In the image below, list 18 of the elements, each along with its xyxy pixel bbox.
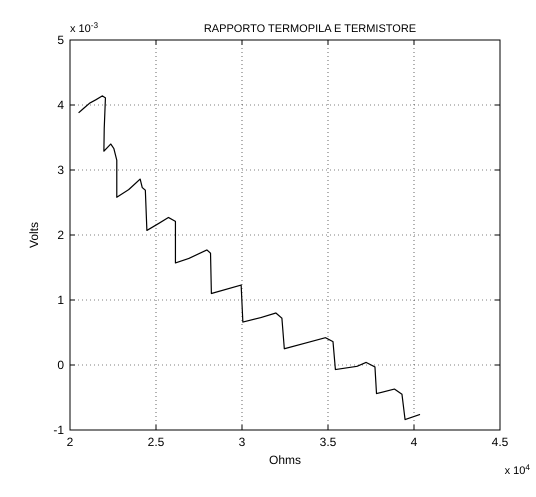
y-tick-label: 1 xyxy=(57,293,64,307)
y-axis-title: Volts xyxy=(27,222,41,248)
x-tick-label: 3 xyxy=(238,435,246,449)
y-tick-label: 5 xyxy=(57,33,64,47)
x-tick-label: 2 xyxy=(66,435,74,449)
y-tick-label: -1 xyxy=(53,423,64,437)
y-tick-label: 2 xyxy=(57,228,64,242)
x-tick-label: 3.5 xyxy=(320,435,337,449)
chart-title: RAPPORTO TERMOPILA E TERMISTORE xyxy=(204,23,416,35)
y-tick-label: 4 xyxy=(57,98,64,112)
x-tick-label: 2.5 xyxy=(148,435,165,449)
y-tick-label: 0 xyxy=(57,358,64,372)
text: x 10$^{4}$ xyxy=(504,462,530,477)
y-tick-label: 3 xyxy=(57,163,64,177)
text: x 10$^{-3}$ xyxy=(70,20,99,35)
x-tick-label: 4 xyxy=(410,435,418,449)
x-tick-label: 4.5 xyxy=(492,435,509,449)
x-axis-title: Ohms xyxy=(268,453,302,467)
